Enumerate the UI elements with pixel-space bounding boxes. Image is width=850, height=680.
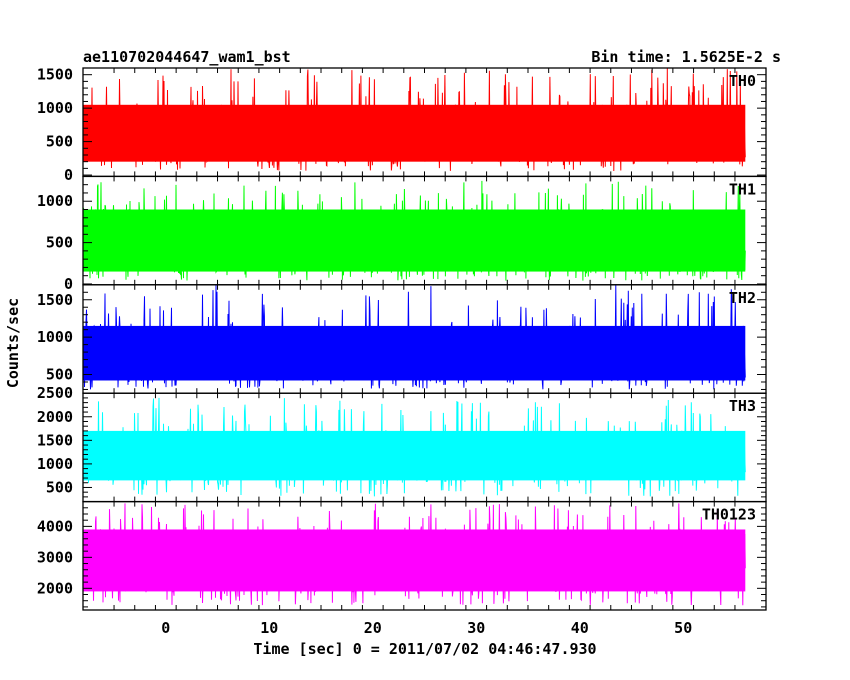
y-tick-label: 2000 xyxy=(37,408,73,426)
x-tick-label: 20 xyxy=(364,619,382,637)
y-tick-label: 2500 xyxy=(37,384,73,402)
chart-title: ae110702044647_wam1_bst xyxy=(83,48,291,66)
panel-label-th0: TH0 xyxy=(729,72,756,90)
y-axis-label: Counts/sec xyxy=(4,298,22,388)
y-tick-label: 500 xyxy=(46,478,73,496)
panel-label-th0123: TH0123 xyxy=(702,506,756,524)
y-tick-label: 1000 xyxy=(37,192,73,210)
series-band-th2 xyxy=(83,325,746,381)
y-tick-label: 1000 xyxy=(37,99,73,117)
series-band-th0 xyxy=(83,104,746,162)
panel-label-th3: TH3 xyxy=(729,397,756,415)
y-tick-label: 0 xyxy=(64,275,73,293)
y-tick-label: 1500 xyxy=(37,66,73,84)
x-tick-label: 30 xyxy=(467,619,485,637)
y-tick-label: 4000 xyxy=(37,517,73,535)
x-tick-label: 0 xyxy=(161,619,170,637)
x-tick-label: 50 xyxy=(674,619,692,637)
chart-subtitle: Bin time: 1.5625E-2 s xyxy=(591,48,781,66)
y-tick-label: 0 xyxy=(64,166,73,184)
panel-label-th1: TH1 xyxy=(729,180,756,198)
series-band-th0123 xyxy=(83,529,746,592)
x-axis-label: Time [sec] 0 = 2011/07/02 04:46:47.930 xyxy=(253,640,596,658)
y-tick-label: 500 xyxy=(46,133,73,151)
x-tick-label: 10 xyxy=(260,619,278,637)
y-tick-label: 2000 xyxy=(37,579,73,597)
y-tick-label: 500 xyxy=(46,234,73,252)
y-tick-label: 500 xyxy=(46,366,73,384)
panel-label-th2: TH2 xyxy=(729,289,756,307)
y-tick-label: 1500 xyxy=(37,291,73,309)
x-tick-label: 40 xyxy=(571,619,589,637)
series-band-th3 xyxy=(83,430,746,481)
y-tick-label: 3000 xyxy=(37,548,73,566)
y-tick-label: 1000 xyxy=(37,328,73,346)
y-tick-label: 1500 xyxy=(37,431,73,449)
y-tick-label: 1000 xyxy=(37,455,73,473)
series-band-th1 xyxy=(83,209,746,272)
